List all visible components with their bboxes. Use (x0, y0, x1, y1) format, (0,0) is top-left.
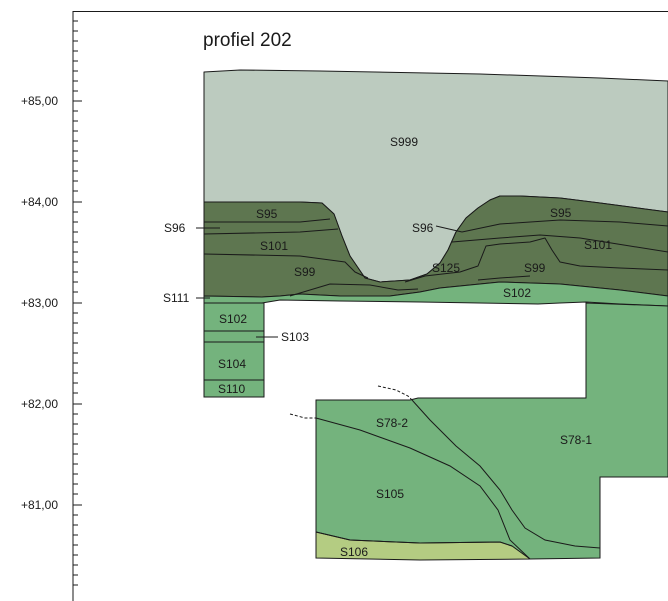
layer-s78 (315, 302, 668, 560)
left-pillar (203, 302, 265, 398)
label-s104: S104 (218, 357, 246, 371)
label-s99-right: S99 (524, 261, 546, 275)
label-s999: S999 (390, 135, 418, 149)
label-s95-left: S95 (256, 207, 278, 221)
label-s101-right: S101 (584, 238, 612, 252)
label-s102-band: S102 (503, 286, 531, 300)
label-s96-left: S96 (164, 221, 186, 235)
label-s125: S125 (432, 261, 460, 275)
tick-label-83: +83,00 (21, 296, 58, 310)
label-s95-right: S95 (550, 206, 572, 220)
label-s103: S103 (281, 330, 309, 344)
label-s101-left: S101 (260, 239, 288, 253)
label-s111: S111 (163, 291, 190, 305)
label-s110: S110 (218, 382, 245, 396)
profile-title: profiel 202 (203, 30, 292, 51)
tick-label-84: +84,00 (21, 195, 58, 209)
label-s102-pillar: S102 (219, 312, 247, 326)
layer-s102-band (203, 281, 668, 307)
tick-label-82: +82,00 (21, 397, 58, 411)
upper-profile (203, 69, 668, 307)
label-s106: S106 (340, 545, 368, 559)
tick-label-81: +81,00 (21, 498, 58, 512)
label-s78-2: S78-2 (376, 416, 408, 430)
label-s105: S105 (376, 487, 404, 501)
label-s96-right: S96 (412, 221, 434, 235)
label-s99-left: S99 (294, 265, 316, 279)
lower-profile (289, 302, 668, 561)
elevation-axis: +85,00 +84,00 +83,00 +82,00 +81,00 (21, 11, 668, 601)
tick-label-85: +85,00 (21, 94, 58, 108)
label-s78-1: S78-1 (560, 433, 592, 447)
leader-lines (196, 225, 463, 338)
